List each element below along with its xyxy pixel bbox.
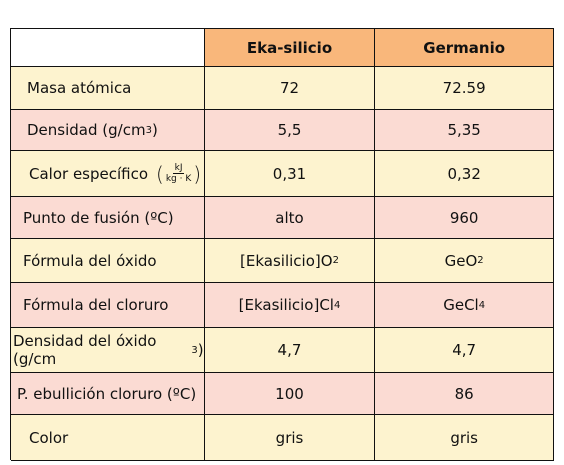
table-row: Fórmula del cloruro [Ekasilicio]Cl 4 GeCl… [11,283,554,328]
table-row: Masa atómica 72 72.59 [11,67,554,110]
row-label: Densidad del óxido (g/cm 3) [11,328,205,373]
eka-value: [Ekasilicio]Cl 4 [204,283,376,328]
table-row: Calor específico (kJ kg · K) 0,31 0,32 [11,151,554,197]
formula-main: GeO [444,251,478,270]
row-label: Color [11,415,205,461]
ge-value: 5,35 [375,110,554,151]
ge-value: 0,32 [375,151,554,197]
eka-value: 0,31 [204,151,376,197]
row-label: Punto de fusión (ºC) [11,197,205,239]
row-label: Masa atómica [11,67,205,110]
unit-fraction: (kJ kg · K) [156,161,202,186]
ge-value: 4,7 [375,328,554,373]
ge-value: 72.59 [375,67,554,110]
eka-value: alto [204,197,376,239]
comparison-table: Eka-silicio Germanio Masa atómica 72 72.… [10,28,555,461]
row-label: Fórmula del cloruro [11,283,205,328]
formula-main: [Ekasilicio]Cl [238,296,334,314]
header-empty-cell [11,29,205,67]
formula-main: [Ekasilicio]O [240,251,333,270]
row-label: Fórmula del óxido [11,239,205,283]
table-row: Densidad del óxido (g/cm 3) 4,7 4,7 [11,328,554,373]
row-label-text: Calor específico [29,164,149,183]
unit-numerator: kJ [172,163,185,174]
row-label: Densidad (g/cm 3) [11,110,205,151]
table-row: Densidad (g/cm 3) 5,5 5,35 [11,110,554,151]
unit-denominator: kg · K [165,174,192,184]
eka-value: [Ekasilicio]O 2 [204,239,376,283]
formula-sub: 4 [478,299,486,311]
row-label-tail: ) [151,121,158,139]
table-row: Punto de fusión (ºC) alto 960 [11,197,554,239]
row-label-sup: 3 [145,124,152,136]
row-label-text: Densidad del óxido (g/cm [13,332,157,368]
formula-main: GeCl [443,296,479,314]
ge-value: GeCl 4 [375,283,554,328]
ge-value: 960 [375,197,554,239]
table-row: Fórmula del óxido [Ekasilicio]O 2 GeO 2 [11,239,554,283]
formula-sub: 2 [477,255,484,266]
ge-value: 86 [375,373,555,415]
row-label-sup: 3 [191,344,198,356]
formula-sub: 2 [332,255,339,266]
formula-sub: 4 [333,299,341,311]
ge-value: GeO 2 [375,239,554,283]
row-label: Calor específico (kJ kg · K) [11,151,205,197]
header-eka-silicio: Eka-silicio [204,29,376,67]
table-row: P. ebullición cloruro (ºC) 100 86 [11,373,555,415]
ge-value: gris [375,415,554,461]
row-label-text: Densidad (g/cm [27,121,146,139]
eka-value: 72 [204,67,376,110]
table-row: Color gris gris [11,415,554,461]
table-header-row: Eka-silicio Germanio [11,29,554,67]
eka-value: gris [204,415,376,461]
eka-value: 4,7 [204,328,376,373]
header-germanio: Germanio [375,29,554,67]
eka-value: 100 [204,373,376,415]
eka-value: 5,5 [204,110,376,151]
row-label-tail: ) [197,341,204,359]
row-label: P. ebullición cloruro (ºC) [11,373,205,415]
